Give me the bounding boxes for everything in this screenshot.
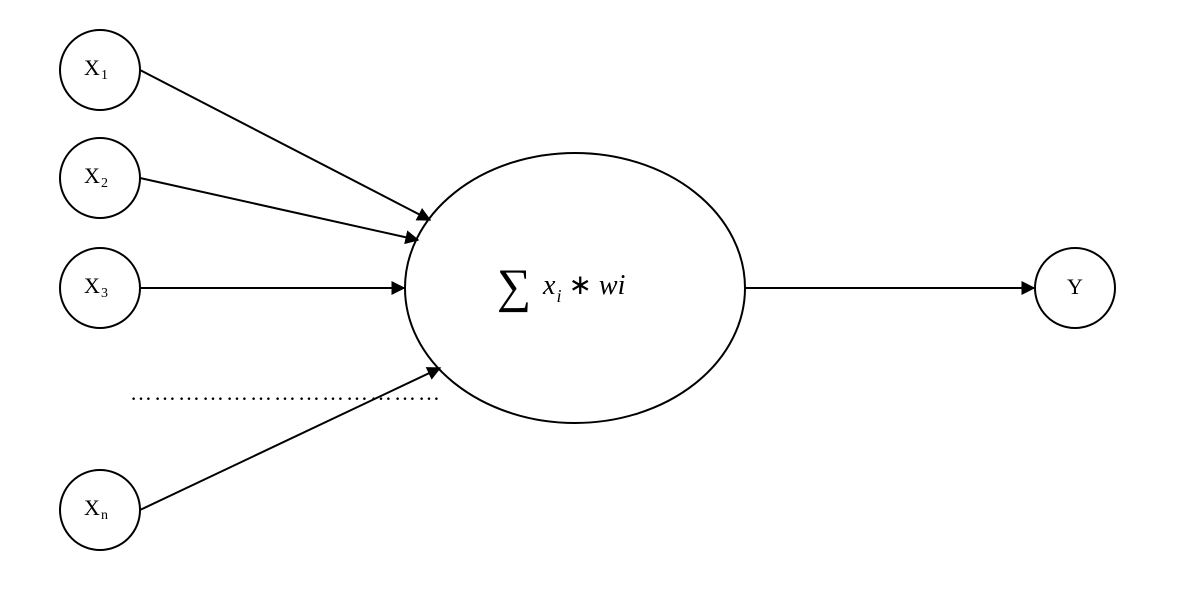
input-label-x1: X1 (84, 55, 108, 83)
sigma-symbol: ∑ (497, 260, 531, 313)
edge-x2-center (140, 178, 418, 240)
ellipsis-row: ………………………………… (130, 380, 442, 405)
output-label-y: Y (1067, 274, 1083, 299)
edge-x1-center (140, 70, 430, 220)
input-label-x3: X3 (84, 273, 108, 301)
neuron-diagram: X1 X2 X3 Xn ………………………………… ∑ xi ∗ wi Y (0, 0, 1179, 594)
input-label-x2: X2 (84, 163, 108, 191)
input-label-xn: Xn (84, 495, 108, 523)
summation-formula: xi ∗ wi (542, 270, 625, 306)
